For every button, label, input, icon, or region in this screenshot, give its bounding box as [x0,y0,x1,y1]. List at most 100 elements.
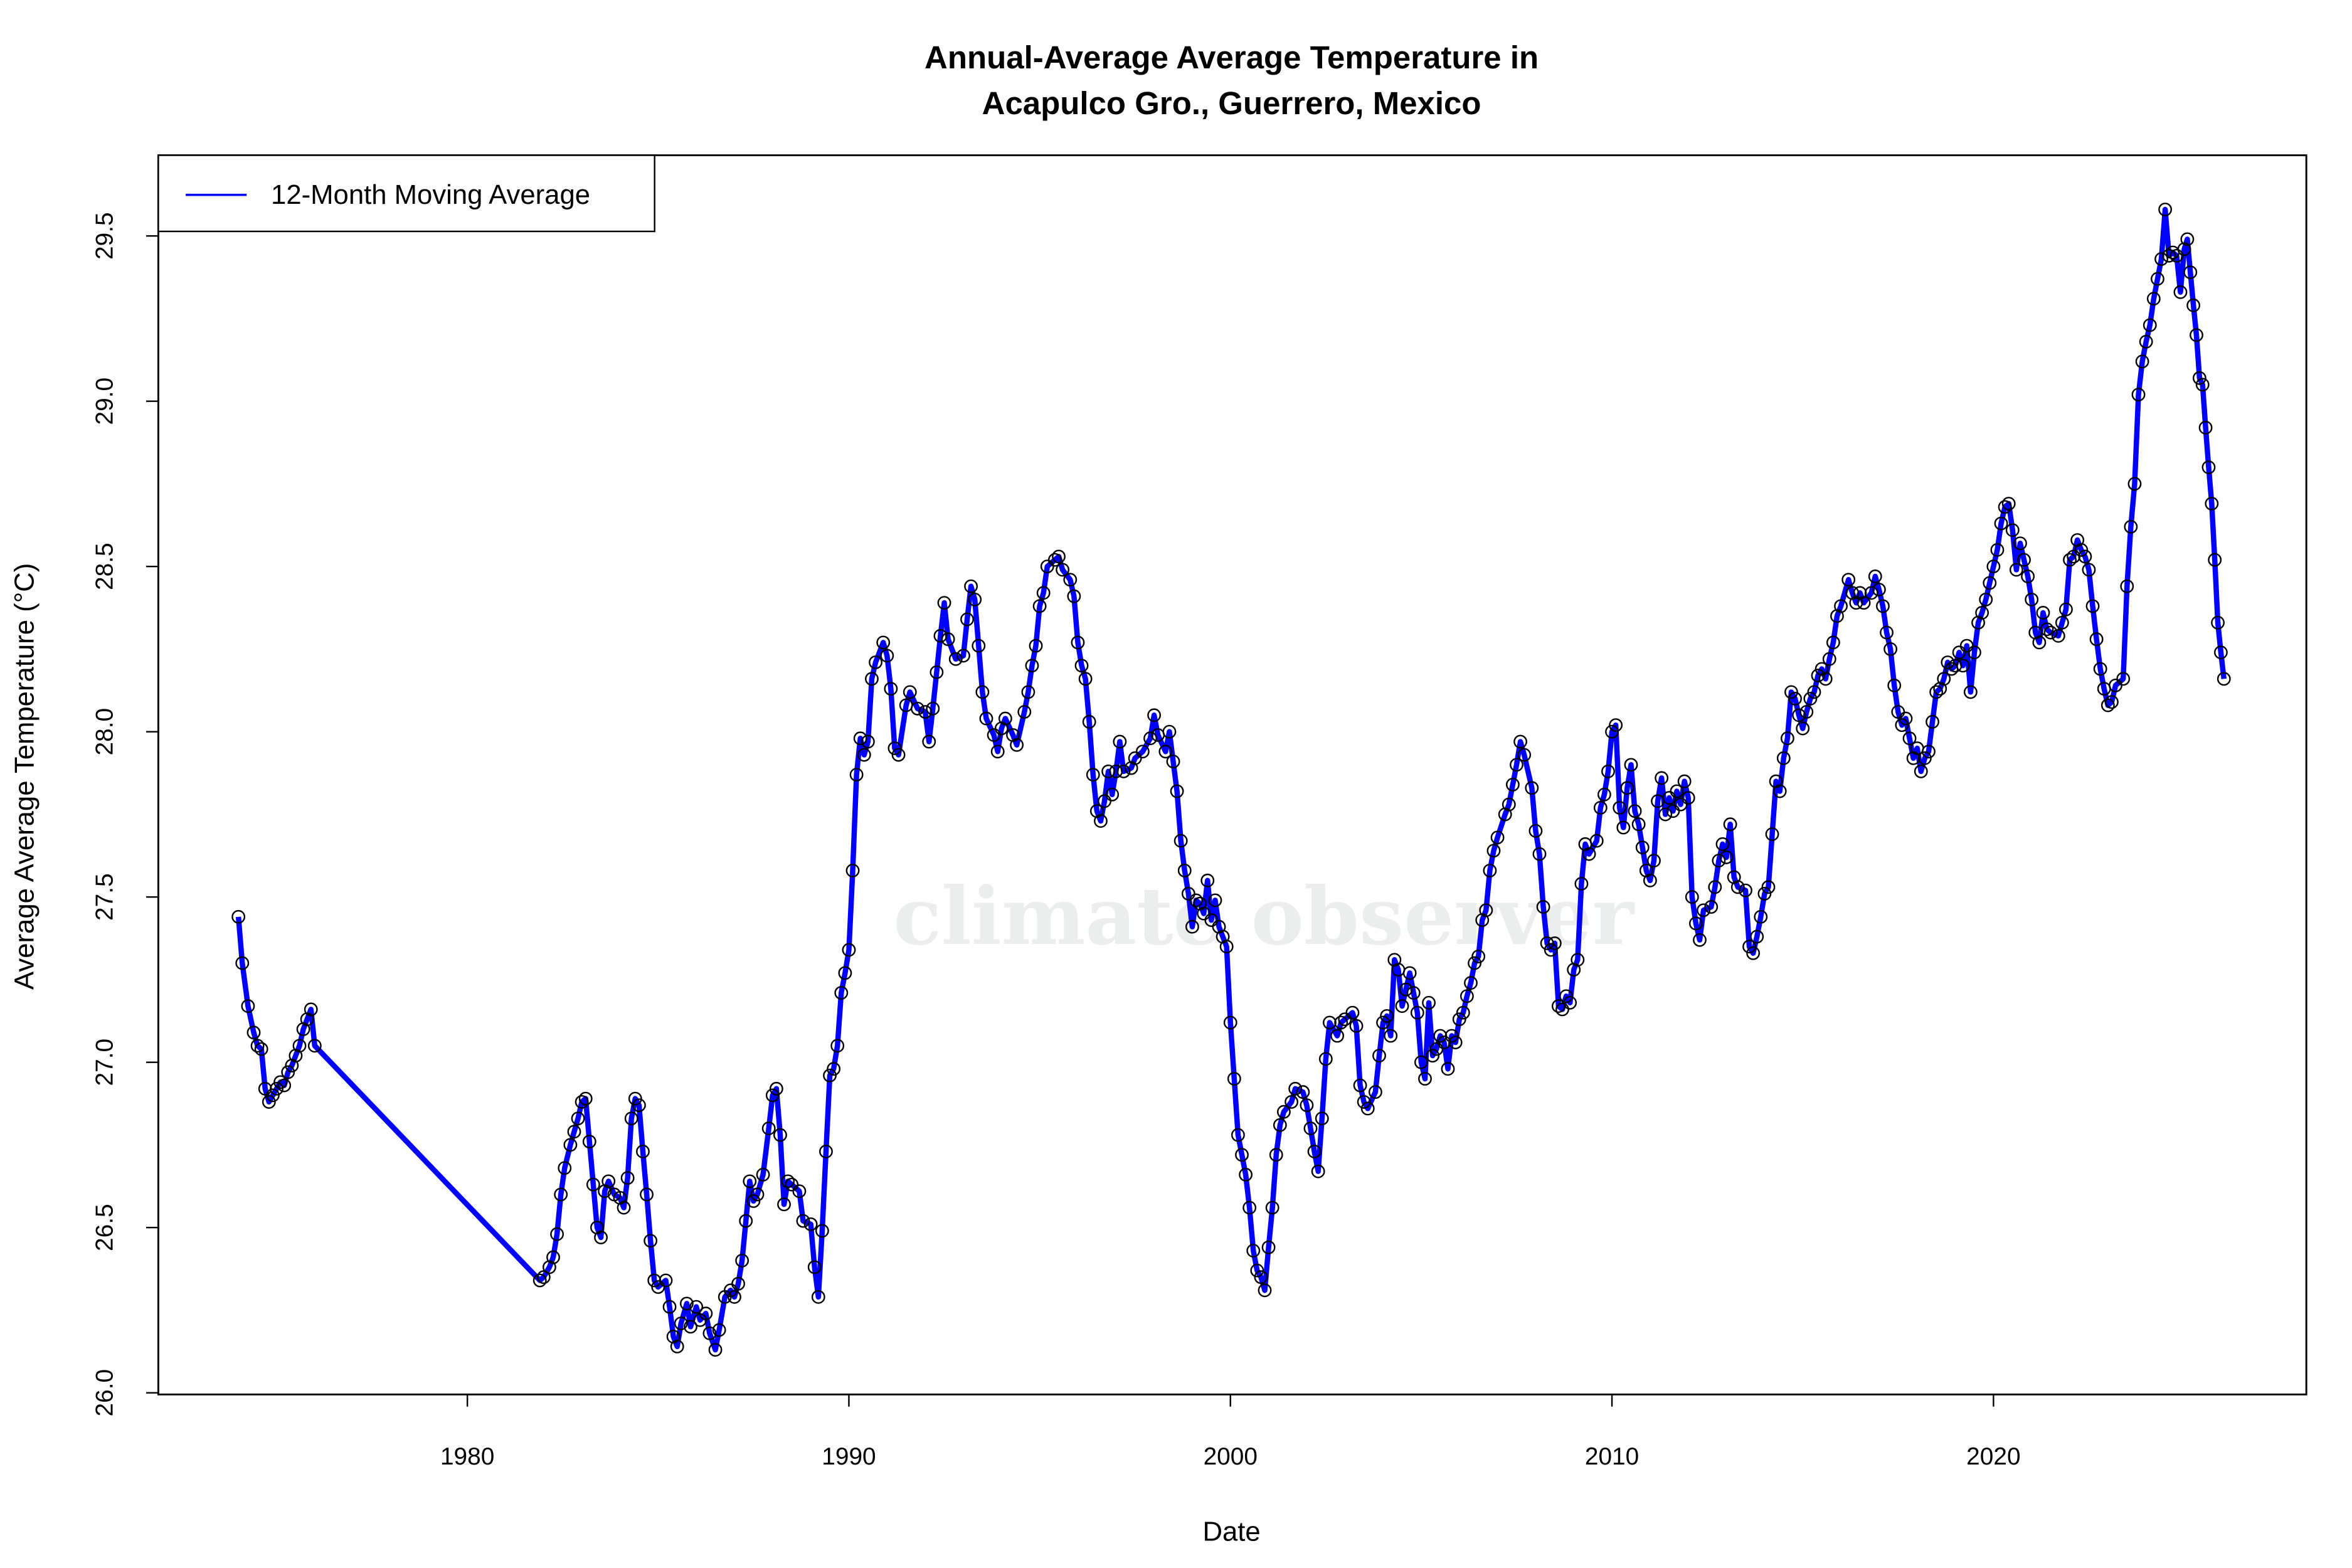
data-point [956,649,970,663]
data-point [1986,559,2001,574]
x-tick-label: 1990 [822,1443,876,1470]
data-point [1242,1200,1257,1215]
data-point [1067,589,1081,603]
data-point [1441,1062,1455,1076]
data-point [2198,420,2213,435]
data-point [1094,814,1108,828]
data-point [546,1250,560,1264]
data-point [1056,563,1070,577]
y-tick-label: 28.0 [92,708,119,756]
data-point [937,596,951,610]
data-point [1173,834,1188,848]
data-point [1426,1049,1440,1063]
data-point [2085,599,2100,613]
data-point [1109,764,1123,778]
data-point [891,748,906,762]
data-point [1101,764,1116,778]
data-point [1941,655,1955,669]
data-point [277,1078,292,1093]
data-point [1517,748,1532,762]
data-point [1929,685,1944,699]
data-point [1258,1283,1272,1298]
data-point [1254,1270,1268,1285]
watermark: climate observer [893,869,1634,963]
data-point [769,1081,783,1096]
y-tick-label: 27.0 [92,1039,119,1086]
data-point [1776,751,1791,765]
data-point [1544,943,1558,957]
data-point [1864,586,1878,600]
data-point [1353,1078,1367,1093]
data-point [1926,714,1939,729]
data-point [241,999,255,1013]
data-point [1162,724,1177,739]
data-point [1384,1029,1398,1043]
data-point [2063,553,2077,567]
data-point [1311,1164,1325,1179]
data-point [699,1306,713,1321]
data-point [1235,1148,1249,1162]
data-point [2116,672,2131,686]
data-point [1464,976,1478,990]
data-point [1658,807,1673,822]
data-point [1135,744,1150,759]
data-point [1754,909,1768,924]
data-point [2013,536,2027,551]
x-tick-label: 1980 [440,1443,494,1470]
data-point [1349,1019,1364,1033]
data-point [746,1194,761,1208]
data-point [2190,328,2203,342]
data-point [292,1039,307,1053]
data-point [1525,781,1539,795]
data-point [911,701,924,716]
data-point [1048,553,1062,567]
data-point [1422,995,1436,1010]
data-point [1593,800,1608,815]
data-point [670,1339,684,1353]
data-point [887,741,902,755]
data-point [1021,685,1036,699]
data-point [1029,638,1043,653]
data-point [1296,1085,1310,1099]
data-point [567,1125,581,1139]
y-tick-label: 29.0 [92,378,119,425]
data-point [1811,669,1825,682]
data-point [1414,1055,1428,1069]
data-point [1330,1029,1345,1043]
data-point [624,1111,638,1126]
data-point [1315,1111,1329,1126]
data-point [823,1068,837,1083]
data-point [2089,632,2104,647]
data-point [1158,744,1173,759]
data-point [1708,880,1722,894]
data-point [1685,890,1699,904]
data-point [1571,953,1585,967]
data-point [1479,903,1493,918]
legend-label: 12-Month Moving Average [271,179,590,210]
data-point [304,1002,318,1017]
data-point [1082,714,1096,729]
data-point [1547,936,1562,950]
data-point [1273,1118,1287,1132]
data-point [1189,893,1203,908]
data-point [1563,995,1577,1010]
data-point [1513,734,1527,749]
y-tick-label: 28.5 [92,543,119,590]
data-point [571,1111,585,1126]
data-point [1483,864,1497,877]
data-point [582,1135,596,1149]
data-point [1471,950,1486,963]
data-point [819,1145,833,1158]
chart-title: Acapulco Gro., Guerrero, Mexico [982,85,1481,121]
data-point [743,1174,757,1189]
data-point [2135,354,2149,369]
data-point [1880,625,1894,640]
data-point [674,1316,688,1330]
data-point [930,665,944,679]
data-point [1937,672,1951,686]
data-point [1968,645,1981,660]
data-point [270,1081,283,1096]
data-point [1380,1009,1394,1023]
data-point [1796,721,1810,736]
